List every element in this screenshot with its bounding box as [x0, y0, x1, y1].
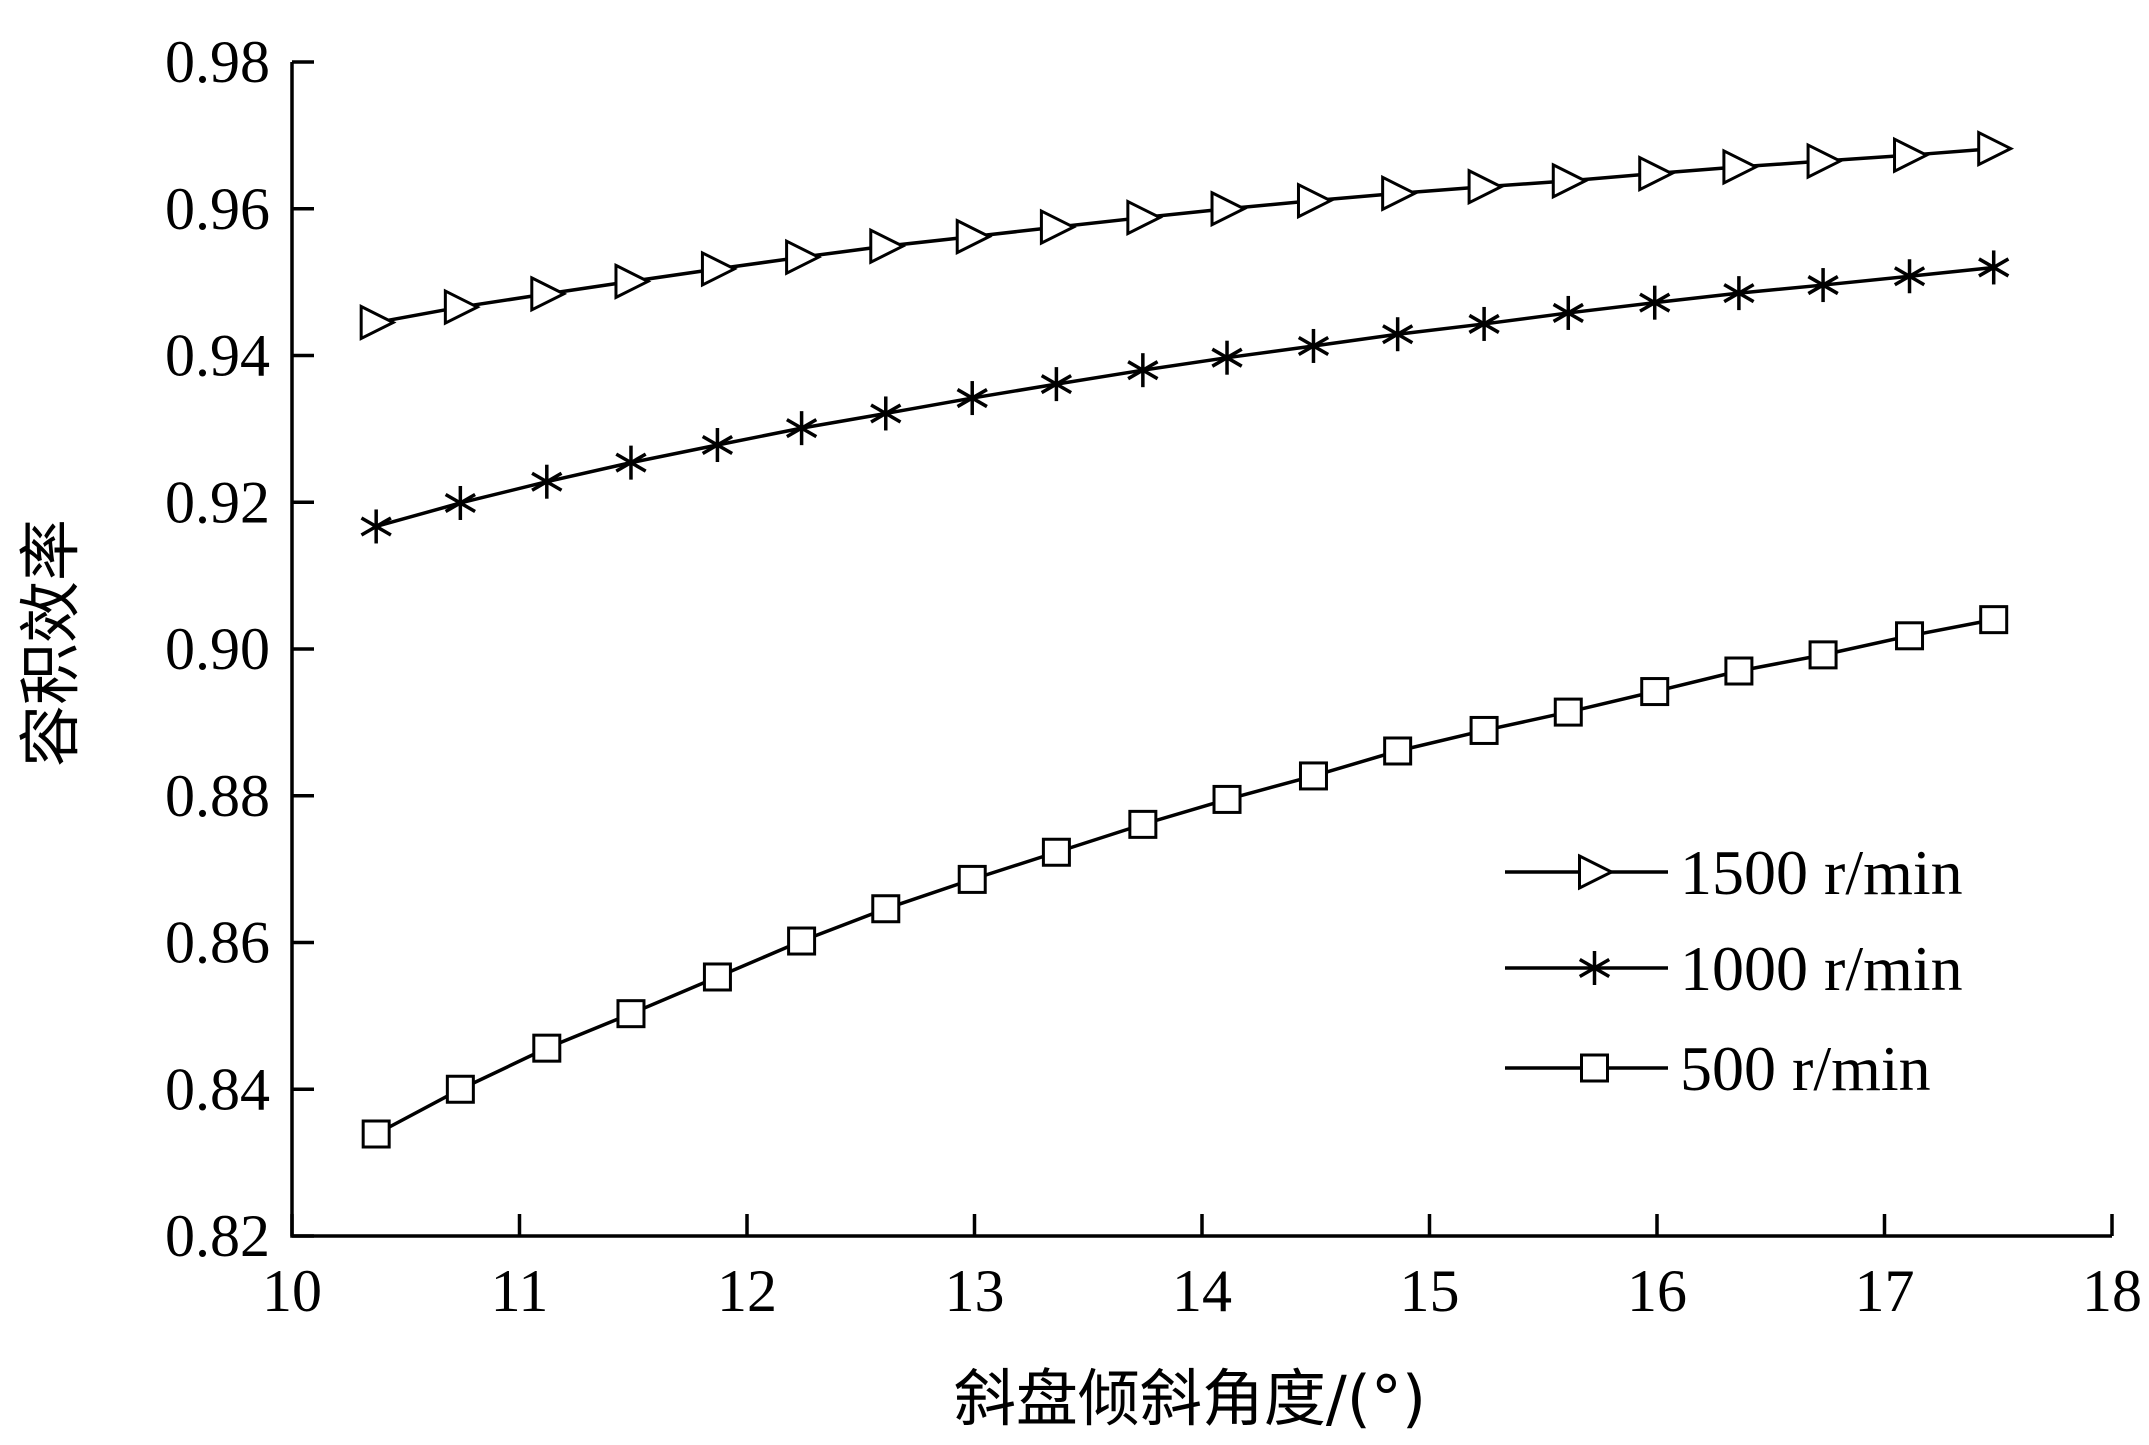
data-point — [870, 396, 902, 431]
legend-marker — [1580, 1053, 1609, 1083]
x-tick-label: 12 — [717, 1258, 777, 1324]
data-point — [1553, 697, 1583, 727]
data-point — [1211, 340, 1243, 375]
data-point — [871, 894, 901, 924]
data-point — [1381, 174, 1419, 212]
data-point — [530, 275, 568, 313]
y-tick-label: 0.88 — [165, 763, 270, 829]
data-point — [615, 445, 647, 480]
data-point — [1724, 656, 1754, 686]
legend-marker — [1578, 951, 1611, 985]
data-point — [1979, 605, 2009, 635]
data-point — [359, 304, 397, 341]
data-point — [785, 238, 822, 276]
data-point — [360, 509, 392, 544]
y-tick-label: 0.90 — [165, 616, 270, 682]
x-tick-label: 10 — [262, 1258, 322, 1324]
data-point — [1039, 208, 1077, 246]
x-tick-label: 14 — [1172, 1258, 1232, 1324]
data-point — [1212, 784, 1242, 814]
y-tick-label: 0.94 — [165, 323, 270, 389]
data-point — [1806, 142, 1844, 180]
data-point — [869, 227, 907, 265]
data-point — [956, 381, 988, 416]
data-point — [1298, 761, 1328, 791]
data-point — [1040, 367, 1072, 402]
y-tick-label: 0.86 — [165, 910, 270, 976]
legend-label: 1000 r/min — [1680, 933, 1963, 1004]
data-point — [531, 464, 563, 499]
data-point — [1639, 285, 1671, 320]
data-point — [614, 262, 652, 300]
x-tick-label: 13 — [945, 1258, 1005, 1324]
data-point — [701, 428, 734, 463]
data-point — [702, 962, 732, 992]
data-point — [957, 864, 987, 894]
legend-label: 500 r/min — [1680, 1033, 1931, 1104]
x-tick-label: 18 — [2082, 1258, 2142, 1324]
y-tick-label: 0.82 — [165, 1203, 270, 1269]
series-2 — [360, 250, 2010, 544]
legend-label: 1500 r/min — [1680, 837, 1963, 908]
x-axis-title: 斜盘倾斜角度/(°) — [954, 1362, 1426, 1435]
series-line — [375, 265, 1994, 529]
series-3 — [361, 605, 2009, 1149]
data-point — [532, 1033, 562, 1063]
data-point — [1128, 809, 1158, 839]
data-point — [1977, 130, 2015, 168]
data-point — [1978, 250, 2010, 285]
data-point — [1469, 715, 1499, 745]
data-point — [1893, 136, 1930, 174]
x-axis-ticks: 10 11 12 13 14 15 16 17 18 — [262, 1214, 2142, 1324]
data-point — [1127, 353, 1159, 388]
series-1 — [359, 130, 2015, 341]
data-point — [1723, 276, 1755, 311]
data-point — [1808, 640, 1838, 670]
data-point — [445, 1074, 475, 1104]
legend-item: 500 r/min — [1505, 1033, 1931, 1104]
data-point — [616, 999, 646, 1029]
x-tick-label: 11 — [491, 1258, 549, 1324]
legend-item: 1500 r/min — [1505, 837, 1963, 908]
y-tick-label: 0.96 — [165, 176, 270, 242]
legend-marker — [1578, 853, 1615, 891]
legend-item: 1000 r/min — [1505, 933, 1963, 1004]
data-point — [1895, 621, 1925, 651]
data-point — [1383, 736, 1413, 766]
data-point — [787, 926, 817, 956]
data-point — [700, 250, 738, 288]
y-tick-label: 0.98 — [165, 29, 270, 95]
data-point — [1296, 182, 1334, 220]
data-point — [1297, 328, 1330, 363]
data-point — [1210, 190, 1248, 228]
series-group — [359, 130, 2015, 1149]
data-point — [1468, 306, 1500, 341]
data-point — [1807, 268, 1839, 303]
data-point — [955, 218, 993, 256]
data-point — [1638, 155, 1676, 192]
data-point — [444, 485, 476, 520]
data-point — [1382, 317, 1414, 352]
data-point — [1640, 677, 1670, 707]
data-point — [786, 411, 818, 446]
data-point — [1467, 168, 1505, 206]
data-point — [1552, 295, 1584, 330]
x-tick-label: 15 — [1400, 1258, 1460, 1324]
data-point — [361, 1119, 391, 1149]
data-point — [1722, 148, 1760, 186]
data-point — [1041, 837, 1071, 867]
data-point — [1126, 199, 1164, 236]
data-point — [443, 288, 481, 326]
y-axis-ticks: 0.82 0.84 0.86 0.88 0.90 0.92 0.94 0.96 0.98 — [165, 29, 314, 1269]
legend: 1500 r/min 1000 r/min 500 r/min — [1505, 837, 1963, 1104]
x-tick-label: 17 — [1855, 1258, 1915, 1324]
y-axis-title: 容积效率 — [14, 519, 87, 767]
data-point — [1551, 162, 1589, 200]
y-tick-label: 0.92 — [165, 469, 270, 535]
y-tick-label: 0.84 — [165, 1056, 270, 1122]
x-tick-label: 16 — [1627, 1258, 1687, 1324]
data-point — [1893, 259, 1926, 294]
